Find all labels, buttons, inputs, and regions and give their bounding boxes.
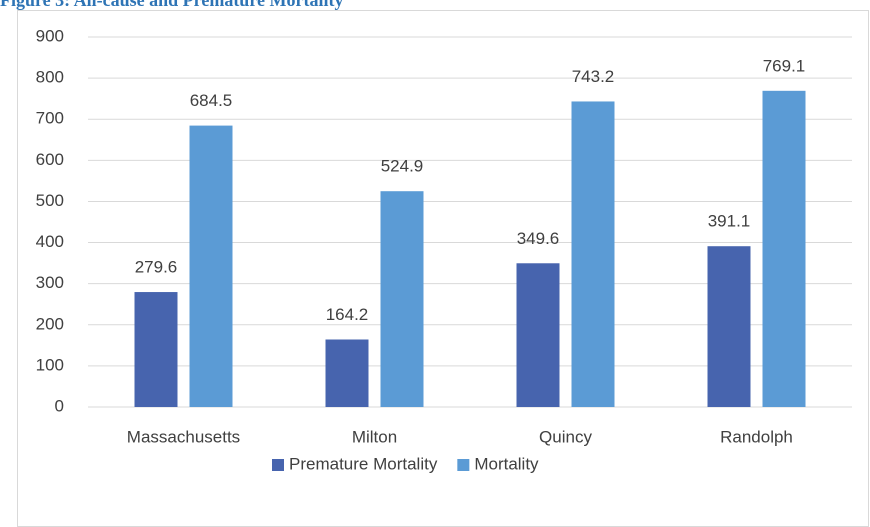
data-label: 769.1 (763, 56, 806, 75)
legend-swatch (457, 459, 470, 471)
x-tick-label: Milton (352, 427, 397, 446)
data-label: 524.9 (381, 157, 424, 176)
legend-label: Mortality (474, 454, 539, 473)
data-label: 684.5 (190, 91, 233, 110)
bar (134, 292, 178, 407)
y-tick-label: 500 (36, 191, 64, 210)
y-tick-label: 400 (36, 232, 64, 251)
y-tick-label: 200 (36, 314, 64, 333)
x-tick-label: Quincy (539, 427, 592, 446)
bar (571, 101, 615, 407)
data-label: 349.6 (517, 229, 560, 248)
legend-swatch (272, 459, 284, 471)
data-label: 279.6 (135, 258, 178, 277)
bar (707, 246, 751, 407)
y-tick-label: 100 (36, 355, 64, 374)
y-tick-label: 600 (36, 150, 64, 169)
bar (380, 191, 424, 407)
data-label: 164.2 (326, 305, 369, 324)
y-tick-label: 700 (36, 109, 64, 128)
data-label: 391.1 (708, 212, 751, 231)
bar (189, 125, 233, 407)
bar (762, 90, 806, 407)
y-tick-label: 800 (36, 68, 64, 87)
bar (516, 263, 560, 407)
y-tick-label: 0 (55, 396, 64, 415)
legend-label: Premature Mortality (289, 454, 438, 473)
y-tick-label: 300 (36, 273, 64, 292)
bar (325, 339, 369, 407)
y-tick-label: 900 (36, 26, 64, 45)
x-tick-label: Massachusetts (127, 427, 240, 446)
data-label: 743.2 (572, 67, 615, 86)
chart-title: Figure 3: All-cause and Premature Mortal… (0, 0, 343, 10)
x-tick-label: Randolph (720, 427, 793, 446)
